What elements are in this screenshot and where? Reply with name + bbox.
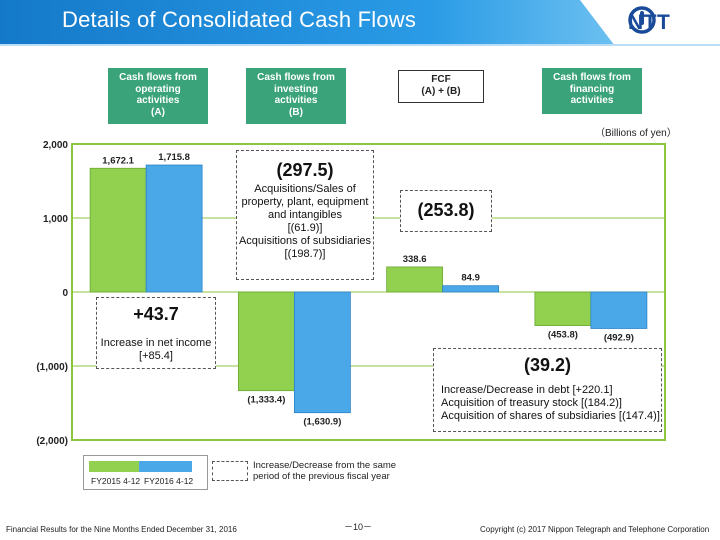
bar-value-label: 1,672.1 [102,155,134,166]
footer-copyright: Copyright (c) 2017 Nippon Telegraph and … [480,525,710,534]
annotation-operating-value: +43.7 [133,304,179,324]
bar-value-label: 84.9 [461,273,480,284]
y-tick-label: 0 [62,288,68,299]
logo-text: NTT [628,11,671,34]
annotation-financing: (39.2) Increase/Decrease in debt [+220.1… [433,348,662,432]
bar-fy2016 [590,291,648,329]
y-tick-label: 1,000 [43,214,68,225]
page-title: Details of Consolidated Cash Flows [62,7,417,32]
legend-note: Increase/Decrease from the same period o… [253,460,397,482]
category-financing: Cash flows from financing activities [542,68,642,114]
bar-value-label: (1,630.9) [303,417,341,428]
annotation-fcf: (253.8) [400,190,492,232]
ntt-logo-icon [628,6,656,34]
bar-fy2015 [89,167,147,293]
annotation-financing-value: (39.2) [523,355,572,375]
category-fcf: FCF (A) + (B) [398,70,484,103]
legend-label-fy2016: FY2016 4-12 [144,476,193,486]
bar-value-label: 338.6 [403,254,427,265]
bar-fy2016 [293,291,351,414]
bar-value-label: 1,715.8 [158,152,190,163]
legend-swatch-fy2015 [89,461,139,472]
bar-fy2015 [237,291,295,392]
y-tick-label: 2,000 [43,140,68,151]
legend-dashed-swatch [212,461,248,481]
footer-left: Financial Results for the Nine Months En… [6,525,237,534]
legend: FY2015 4-12 FY2016 4-12 [83,455,208,490]
category-investing: Cash flows from investing activities (B) [246,68,346,124]
bar-fy2015 [534,291,592,326]
page-number: －10－ [344,522,373,532]
bar-fy2015 [386,266,444,293]
bar-value-label: (1,333.4) [247,395,285,406]
annotation-investing-value: (297.5) [276,160,334,180]
legend-swatch-fy2016 [139,461,192,472]
ntt-logo: NTT [628,6,712,40]
annotation-investing: (297.5) Acquisitions/Sales of property, … [236,150,374,280]
bar-value-label: (453.8) [548,330,578,341]
bar-fy2016 [442,285,500,293]
header-banner: Details of Consolidated Cash Flows NTT [0,0,720,46]
annotation-operating: +43.7 Increase in net income [+85.4] [96,297,216,369]
y-tick-label: (1,000) [36,362,68,373]
category-operating: Cash flows from operating activities (A) [108,68,208,124]
bar-fy2016 [145,164,203,293]
annotation-fcf-value: (253.8) [417,200,475,220]
legend-label-fy2015: FY2015 4-12 [91,476,140,486]
y-tick-label: (2,000) [36,436,68,447]
unit-label: （Billions of yen） [595,128,677,139]
header-background [0,0,720,46]
bar-value-label: (492.9) [604,332,634,343]
